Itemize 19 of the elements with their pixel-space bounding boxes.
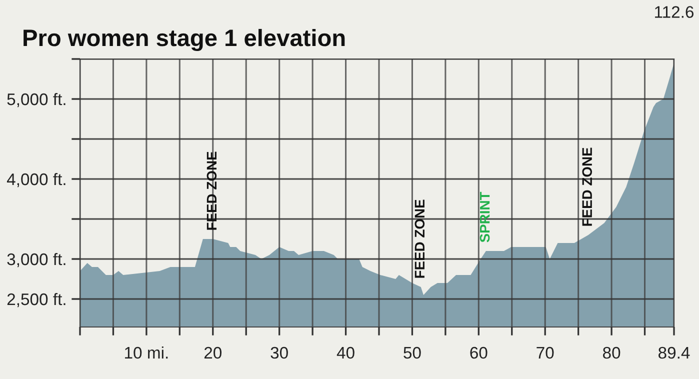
text: 112.6 [655, 6, 694, 18]
annotation: FEED ZONE [206, 152, 217, 230]
annotation: FEED ZONE [414, 200, 425, 278]
y-tick-label: 2,500 ft. [7, 292, 66, 308]
y-tick-label: 3,000 ft. [7, 252, 66, 268]
x-tick-label: 10 mi. [125, 346, 168, 359]
x-tick-label: 60 [470, 346, 488, 359]
x-tick-label: 89.4 [658, 346, 690, 359]
annotation: SPRINT [480, 192, 490, 242]
y-tick-label: 5,000 ft. [7, 92, 66, 108]
chart-title: Pro women stage 1 elevation [24, 28, 345, 52]
x-tick-label: 70 [536, 346, 554, 359]
x-tick-label: 40 [336, 346, 354, 359]
x-tick-label: 50 [404, 346, 421, 359]
x-tick-label: 30 [270, 346, 288, 359]
x-tick-label: 80 [603, 346, 620, 359]
annotation: FEED ZONE [582, 148, 592, 226]
x-tick-label: 20 [204, 346, 222, 359]
y-tick-label: 4,000 ft. [6, 172, 66, 188]
